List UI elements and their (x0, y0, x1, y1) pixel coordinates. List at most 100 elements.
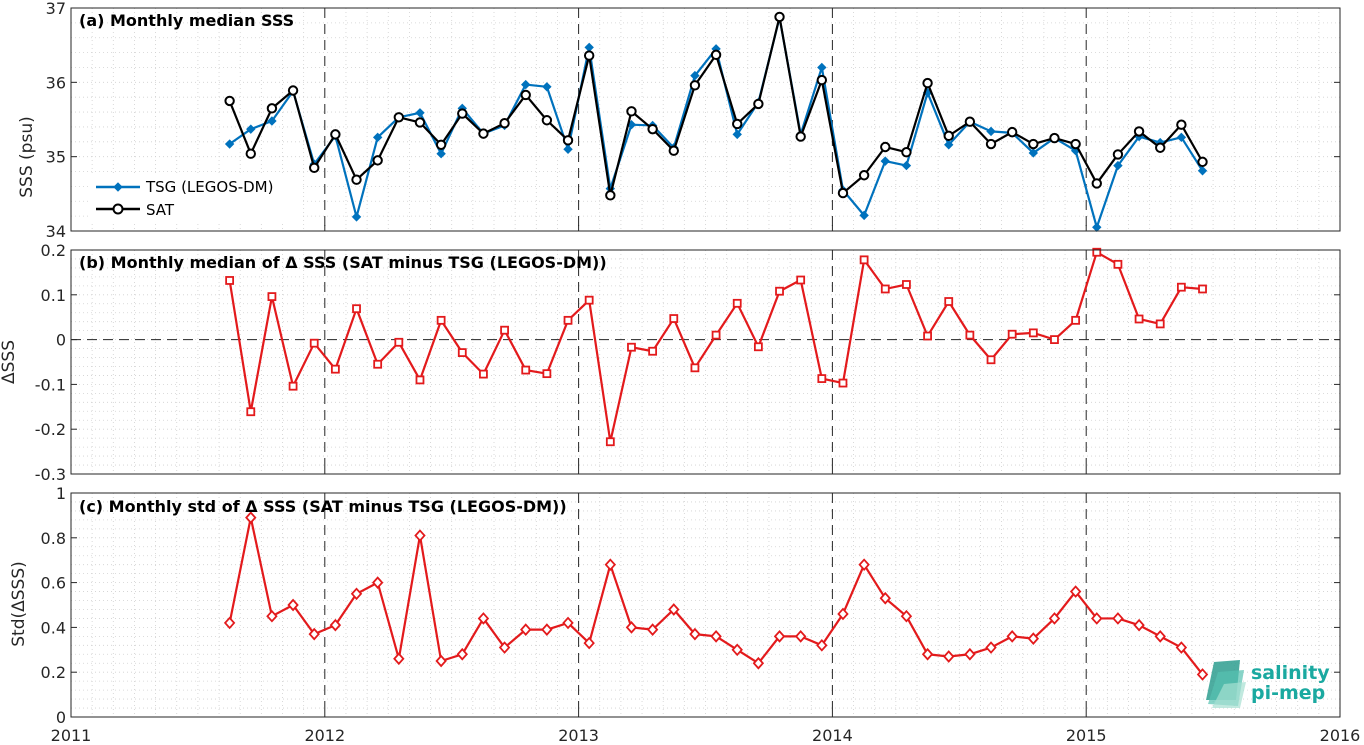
logo-wave-icon (1206, 660, 1246, 708)
data-point (477, 612, 490, 625)
logo-line2: pi-mep (1251, 682, 1325, 704)
data-point (435, 139, 447, 150)
legend-sat-marker (112, 203, 124, 215)
panel-b-marks (225, 247, 1207, 447)
data-point (1070, 138, 1081, 150)
panel-b-y-ticks: -0.3 -0.2 -0.1 0 0.1 0.2 (35, 241, 1341, 484)
data-point (732, 298, 742, 308)
y-tick-label: -0.2 (35, 420, 66, 439)
data-point (1112, 612, 1124, 625)
legend-sat-label: SAT (146, 201, 175, 219)
salinity-pi-mep-logo: salinity pi-mep (1206, 660, 1330, 708)
data-point (605, 437, 615, 447)
data-point (308, 627, 320, 641)
data-point (837, 607, 849, 621)
data-point (921, 647, 934, 661)
data-point (605, 190, 616, 201)
data-point (541, 623, 553, 636)
data-point (1028, 138, 1039, 150)
data-point (1113, 160, 1123, 171)
data-point (372, 132, 383, 143)
data-point (245, 148, 256, 159)
data-point (266, 609, 278, 623)
panel-c-frame (70, 492, 1341, 718)
x-tick-label: 2012 (304, 726, 345, 745)
data-point (985, 641, 997, 654)
data-point (520, 89, 531, 101)
data-point (985, 138, 997, 150)
data-point (329, 618, 342, 632)
legend-tsg-marker (113, 182, 123, 192)
data-point (457, 108, 468, 119)
data-point (1113, 259, 1123, 269)
x-tick-label: 2015 (1066, 726, 1107, 745)
panel-b-title: (b) Monthly median of Δ SSS (SAT minus T… (79, 253, 607, 272)
data-point (879, 591, 891, 605)
data-point (415, 375, 425, 385)
panel-c-std-delta-sss: 0 0.2 0.4 0.6 0.8 1 (c) Monthly std of Δ SSS … (9, 484, 1341, 727)
data-point (817, 62, 827, 73)
data-point (900, 609, 913, 623)
data-point (246, 124, 256, 134)
data-point (1155, 319, 1165, 329)
data-point (456, 647, 468, 661)
panel-a-y-ticks: 34 35 36 37 (46, 0, 1341, 241)
data-point (752, 656, 765, 670)
data-point (436, 148, 446, 159)
data-point (478, 128, 489, 139)
data-point (351, 212, 362, 222)
y-tick-label: 36 (46, 73, 66, 92)
y-tick-label: 0.4 (41, 618, 66, 637)
data-point (965, 330, 975, 340)
data-point (626, 106, 637, 117)
data-point (393, 652, 405, 666)
data-point (901, 147, 912, 158)
data-point (371, 576, 384, 589)
data-point (562, 135, 574, 146)
legend-box (90, 176, 302, 222)
data-point (944, 297, 954, 306)
data-point (690, 70, 700, 81)
data-point (1154, 630, 1166, 643)
data-point (902, 280, 911, 289)
data-point (1049, 132, 1060, 144)
data-point (964, 647, 976, 661)
data-point (521, 79, 531, 90)
data-point (394, 337, 404, 347)
data-point (964, 116, 976, 127)
data-point (415, 108, 425, 118)
data-point (373, 359, 383, 369)
panel-a-title: (a) Monthly median SSS (79, 11, 294, 30)
data-point (837, 187, 849, 199)
data-point (521, 365, 531, 375)
x-tick-labels: 2011 2012 2013 2014 2015 2016 (51, 726, 1361, 745)
y-tick-label: 0 (56, 708, 66, 727)
y-tick-label: -0.1 (35, 375, 66, 394)
data-point (922, 77, 933, 89)
data-point (1196, 668, 1209, 681)
data-point (689, 627, 701, 641)
x-tick-label: 2014 (812, 726, 853, 745)
data-point (858, 558, 870, 572)
data-point (1176, 132, 1187, 143)
data-point (986, 126, 996, 137)
data-point (542, 369, 552, 379)
data-point (1175, 641, 1188, 654)
data-point (838, 378, 848, 388)
panel-b-y-axis-label: ΔSSS (0, 340, 19, 384)
data-point (943, 130, 954, 142)
data-point (267, 116, 277, 126)
data-point (816, 638, 828, 652)
data-point (859, 255, 869, 265)
data-point (435, 654, 447, 668)
data-point (267, 292, 277, 301)
data-point (223, 616, 236, 630)
data-point (1091, 612, 1103, 625)
data-point (794, 630, 807, 643)
y-tick-label: 1 (56, 484, 66, 503)
data-point (1133, 618, 1145, 632)
data-point (309, 162, 320, 174)
data-point (604, 558, 617, 572)
y-tick-label: 0.2 (41, 241, 66, 260)
